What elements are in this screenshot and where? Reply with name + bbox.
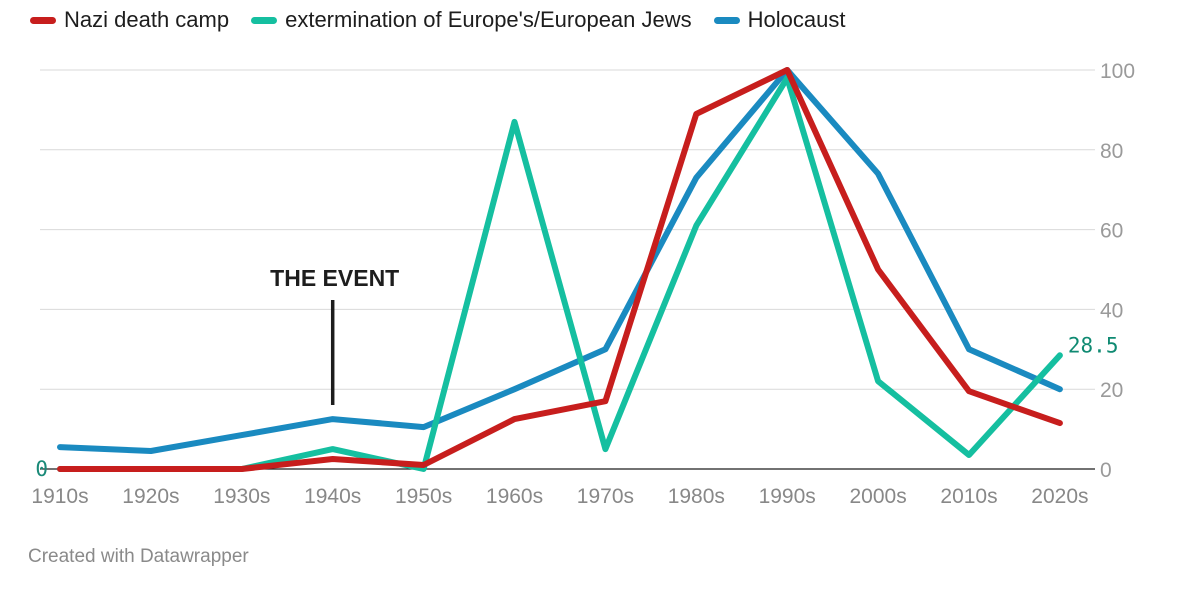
x-tick-label: 1920s xyxy=(122,485,179,508)
y-tick-label: 100 xyxy=(1100,60,1135,83)
legend-label: Holocaust xyxy=(747,7,846,32)
legend-item-holocaust: Holocaust xyxy=(713,7,846,33)
x-tick-label: 1990s xyxy=(759,485,816,508)
x-tick-label: 1960s xyxy=(486,485,543,508)
x-tick-label: 2000s xyxy=(849,485,906,508)
y-tick-label: 60 xyxy=(1100,220,1123,243)
credit-text: Created with Datawrapper xyxy=(28,546,249,567)
legend-swatch-nazi-death-camp xyxy=(30,16,56,24)
x-tick-label: 2020s xyxy=(1031,485,1088,508)
x-tick-label: 1910s xyxy=(31,485,88,508)
legend: Nazi death camp extermination of Europe'… xyxy=(30,6,845,34)
x-tick-label: 1950s xyxy=(395,485,452,508)
y-tick-label: 80 xyxy=(1100,140,1123,163)
y-tick-label: 40 xyxy=(1100,299,1123,322)
series-line-holocaust xyxy=(57,67,1063,454)
legend-label: extermination of Europe's/European Jews xyxy=(285,7,692,32)
x-tick-label: 1930s xyxy=(213,485,270,508)
legend-swatch-holocaust xyxy=(713,16,740,24)
legend-item-extermination: extermination of Europe's/European Jews xyxy=(251,7,692,33)
data-label: 0 xyxy=(35,457,48,481)
legend-item-nazi-death-camp: Nazi death camp xyxy=(30,7,229,33)
series-line-nazi-death-camp xyxy=(57,67,1063,472)
data-label: 28.5 xyxy=(1068,333,1119,357)
y-tick-label: 20 xyxy=(1100,379,1123,402)
x-tick-label: 1940s xyxy=(304,485,361,508)
x-tick-label: 2010s xyxy=(940,485,997,508)
legend-swatch-extermination xyxy=(251,16,278,24)
annotation-label: THE EVENT xyxy=(270,265,399,291)
y-tick-label: 0 xyxy=(1100,459,1112,482)
x-tick-label: 1970s xyxy=(577,485,634,508)
legend-label: Nazi death camp xyxy=(64,7,230,32)
x-tick-label: 1980s xyxy=(668,485,725,508)
